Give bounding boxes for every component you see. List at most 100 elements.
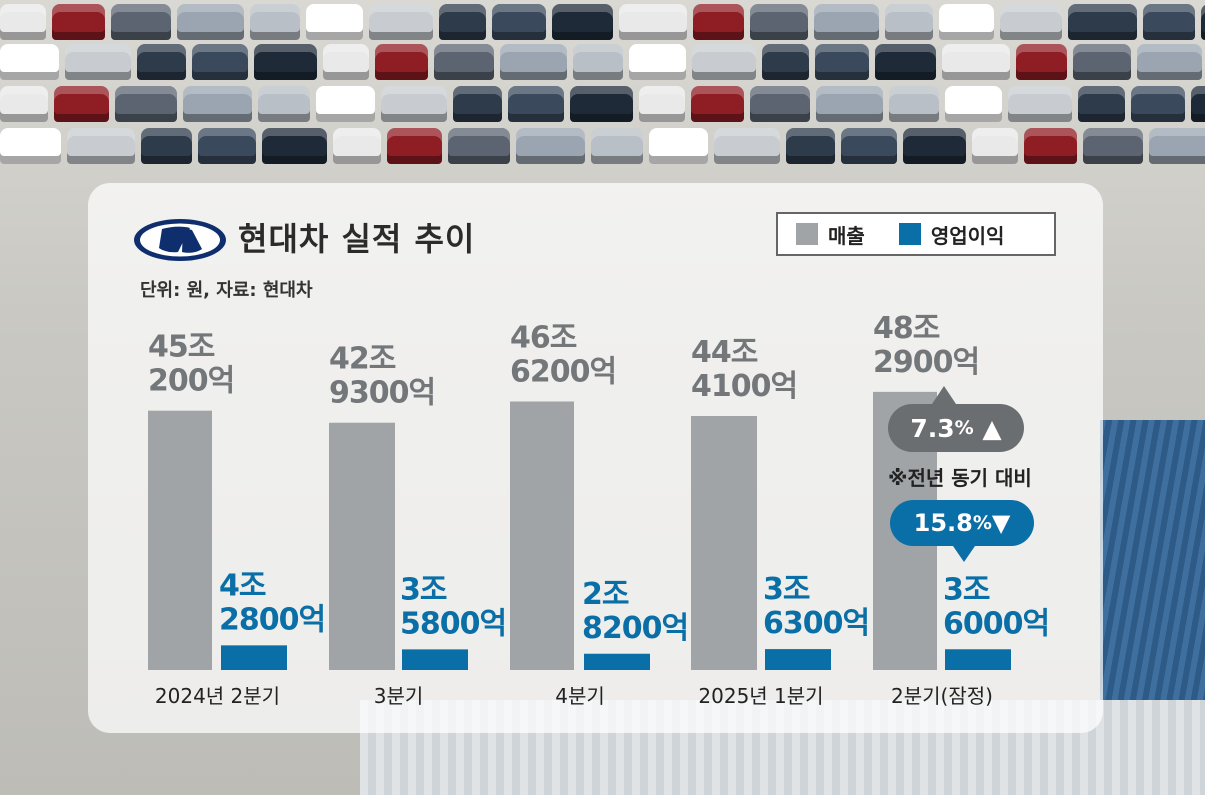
car — [649, 128, 708, 164]
operating-profit-data-label: 3조 — [943, 572, 990, 607]
category-label: 2분기(잠정) — [891, 684, 993, 708]
legend-label-operating-profit: 영업이익 — [930, 223, 1005, 248]
car — [1149, 128, 1205, 164]
car — [516, 128, 585, 164]
car — [1201, 4, 1205, 40]
profit-change-value: 15.8 — [913, 509, 973, 537]
car — [52, 4, 105, 40]
revenue-data-label: 200억 — [148, 364, 234, 399]
car-row — [0, 86, 1205, 126]
operating-profit-data-label: 8200억 — [582, 611, 688, 646]
car — [972, 128, 1018, 164]
car — [939, 4, 994, 40]
car — [714, 128, 780, 164]
car — [573, 44, 623, 80]
car — [750, 4, 808, 40]
revenue-data-label: 48조 — [873, 311, 940, 346]
car — [115, 86, 177, 122]
yoy-note: ※전년 동기 대비 — [888, 466, 1032, 490]
car — [1137, 44, 1202, 80]
revenue-change-badge: 7.3% ▲ — [888, 404, 1024, 452]
operating-profit-bar — [945, 649, 1011, 670]
car — [177, 4, 244, 40]
car — [1191, 86, 1205, 122]
car — [381, 86, 447, 122]
car — [448, 128, 510, 164]
car — [619, 4, 687, 40]
revenue-badge-pointer — [932, 386, 956, 404]
car — [500, 44, 567, 80]
operating-profit-data-label: 6300억 — [763, 606, 869, 641]
car — [814, 4, 879, 40]
car — [0, 44, 59, 80]
car — [942, 44, 1010, 80]
car — [1131, 86, 1185, 122]
car — [250, 4, 300, 40]
revenue-change-value: 7.3 — [910, 413, 955, 443]
revenue-change-unit: % — [954, 417, 974, 439]
legend-swatch-operating-profit — [898, 223, 921, 245]
chart-title: 현대차 실적 추이 — [238, 220, 476, 258]
car — [369, 4, 433, 40]
revenue-data-label: 4100억 — [691, 369, 797, 404]
revenue-bar — [148, 410, 212, 670]
car — [815, 44, 869, 80]
operating-profit-bar — [765, 649, 831, 670]
car — [54, 86, 109, 122]
car — [439, 4, 486, 40]
car — [258, 86, 310, 122]
car — [691, 86, 744, 122]
car — [67, 128, 135, 164]
category-label: 2025년 1분기 — [698, 684, 823, 708]
car — [1083, 128, 1143, 164]
car — [262, 128, 327, 164]
car — [0, 4, 46, 40]
car — [492, 4, 546, 40]
operating-profit-data-label: 3조 — [763, 572, 810, 607]
car — [889, 86, 939, 122]
car — [0, 86, 48, 122]
revenue-bar — [329, 422, 395, 670]
car — [692, 44, 756, 80]
car — [333, 128, 381, 164]
car — [65, 44, 131, 80]
operating-profit-data-label: 6000억 — [943, 606, 1049, 641]
car — [875, 44, 936, 80]
car — [1016, 44, 1067, 80]
operating-profit-bar — [402, 649, 468, 670]
operating-profit-data-label: 2조 — [582, 577, 629, 612]
car — [306, 4, 363, 40]
revenue-data-label: 9300억 — [329, 376, 435, 411]
car — [111, 4, 171, 40]
revenue-data-label: 45조 — [148, 330, 215, 365]
car-row — [0, 44, 1205, 84]
profit-change-unit: % — [972, 512, 992, 534]
car — [903, 128, 966, 164]
car — [316, 86, 375, 122]
legend-swatch-revenue — [796, 223, 818, 245]
car — [183, 86, 252, 122]
car — [885, 4, 933, 40]
operating-profit-bar — [221, 645, 287, 670]
operating-profit-data-label: 3조 — [400, 572, 447, 607]
car — [141, 128, 192, 164]
up-arrow-icon: ▲ — [982, 413, 1002, 443]
revenue-data-label: 46조 — [510, 320, 577, 355]
operating-profit-data-label: 5800억 — [400, 606, 506, 641]
car — [629, 44, 686, 80]
car — [198, 128, 256, 164]
car-row — [0, 4, 1205, 44]
car — [1000, 4, 1062, 40]
car — [750, 86, 810, 122]
car — [1024, 128, 1077, 164]
hyundai-logo-icon — [134, 219, 226, 261]
car — [434, 44, 494, 80]
car-row — [0, 128, 1205, 168]
revenue-bar — [691, 415, 757, 670]
car — [375, 44, 428, 80]
car — [1068, 4, 1137, 40]
car — [1073, 44, 1131, 80]
car — [762, 44, 809, 80]
car — [693, 4, 744, 40]
